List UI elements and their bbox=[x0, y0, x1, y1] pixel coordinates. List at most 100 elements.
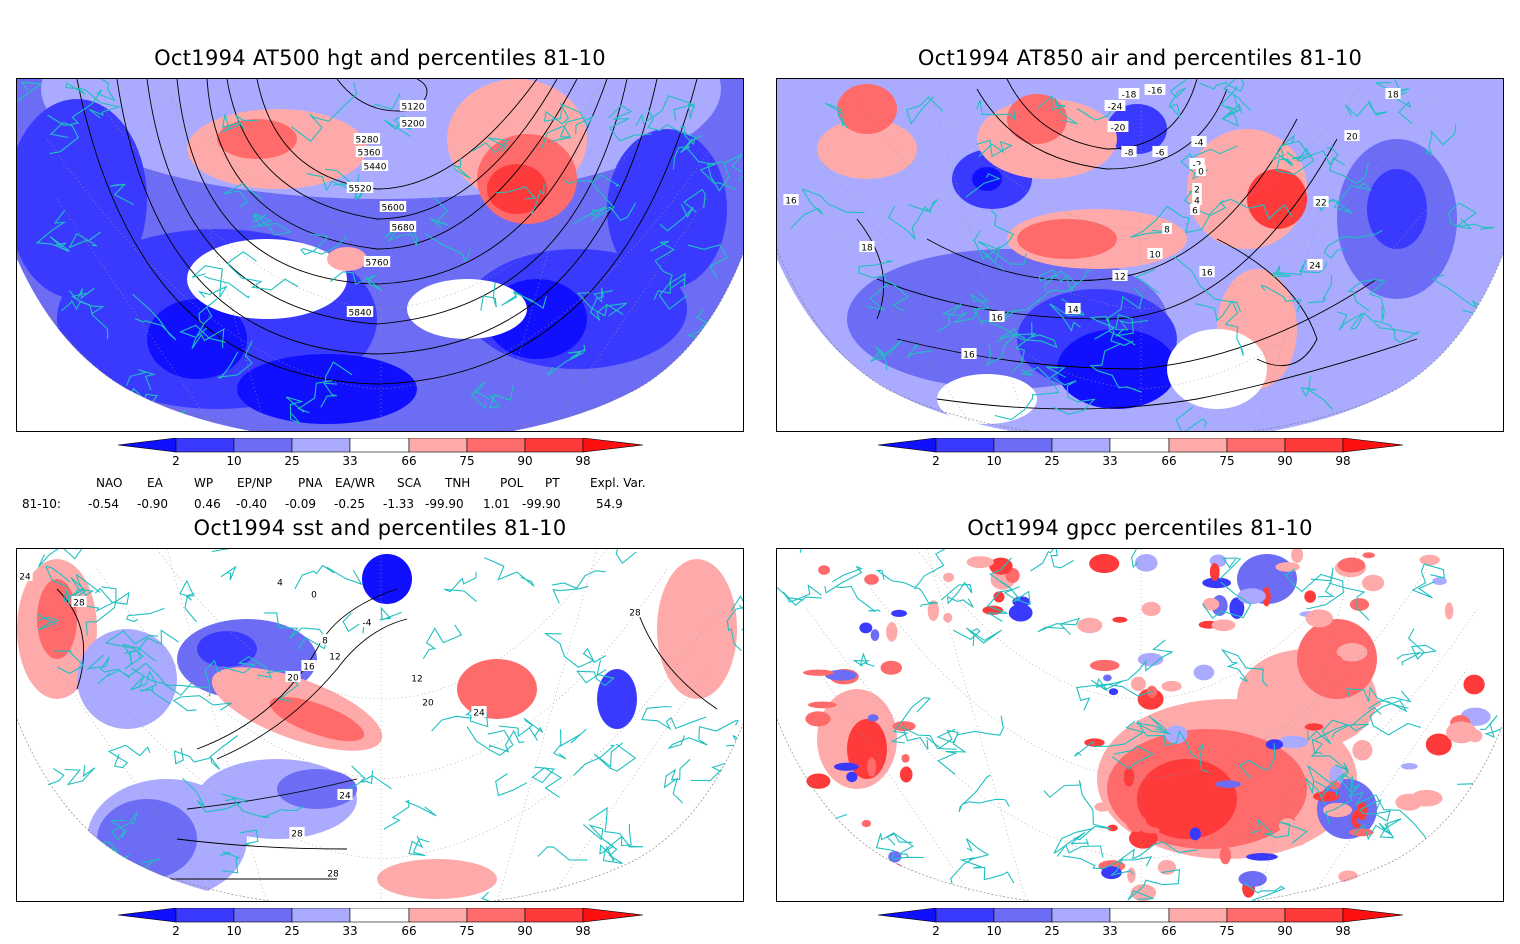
colorbar-tick-label: 75 bbox=[1219, 924, 1235, 938]
index-value: -99.90 bbox=[522, 497, 561, 511]
colorbar-graphic bbox=[877, 437, 1404, 453]
contour-label: 28 bbox=[327, 870, 339, 880]
index-value: -0.54 bbox=[88, 497, 120, 511]
index-name: EP/NP bbox=[237, 476, 273, 490]
map-panel-hgt500: 5120 5200 5280 5360 5440 5520 5600 5680 5760 5840 bbox=[16, 78, 744, 432]
panel-title-gpcc: Oct1994 gpcc percentiles 81-10 bbox=[967, 516, 1313, 540]
contour-label: -24 bbox=[1108, 103, 1123, 113]
colorbar-tick-label: 90 bbox=[517, 454, 533, 468]
contour-label: 0 bbox=[311, 591, 317, 601]
contour-label: 18 bbox=[1387, 91, 1399, 101]
contour-label: 22 bbox=[1315, 199, 1326, 209]
colorbar-tick-label: 10 bbox=[986, 924, 1002, 938]
colorbar-tick-label: 98 bbox=[1335, 454, 1351, 468]
index-name: PNA bbox=[298, 476, 323, 490]
colorbar-tick-label: 2 bbox=[172, 454, 180, 468]
map-panel-air850: -18-16-24-20-4-8-6-202468101216182022241… bbox=[776, 78, 1504, 432]
index-value: -0.90 bbox=[137, 497, 169, 511]
colorbar-tick-label: 98 bbox=[575, 454, 591, 468]
index-name: Expl. Var. bbox=[590, 476, 646, 490]
panel-title-hgt500: Oct1994 AT500 hgt and percentiles 81-10 bbox=[154, 46, 606, 70]
contour-label: 6 bbox=[1192, 207, 1198, 217]
map-panel-gpcc bbox=[776, 548, 1504, 902]
contour-label: 10 bbox=[1149, 251, 1161, 261]
colorbar-tick-label: 25 bbox=[284, 454, 300, 468]
contour-label: 12 bbox=[329, 653, 340, 663]
contour-label: 24 bbox=[473, 709, 485, 719]
contour-label: -4 bbox=[1195, 139, 1204, 149]
colorbar-tick-label: 2 bbox=[932, 924, 940, 938]
colorbar-tick-label: 66 bbox=[1161, 924, 1177, 938]
colorbar-tick-label: 33 bbox=[342, 454, 358, 468]
colorbar-graphic bbox=[117, 437, 644, 453]
contour-label: 5440 bbox=[364, 163, 387, 173]
contour-label: 5120 bbox=[402, 103, 425, 113]
map-air850: -18-16-24-20-4-8-6-202468101216182022241… bbox=[777, 79, 1503, 431]
colorbar-tick-label: 33 bbox=[342, 924, 358, 938]
index-name: WP bbox=[194, 476, 214, 490]
colorbar-tick-label: 66 bbox=[401, 924, 417, 938]
colorbar-tick-label: 90 bbox=[1277, 924, 1293, 938]
colorbar-gpcc: 2 10 25 33 66 75 90 98 bbox=[877, 907, 1404, 940]
contour-label: 8 bbox=[1164, 226, 1170, 236]
colorbar-tick-label: 66 bbox=[401, 454, 417, 468]
map-panel-sst: 24 28 4 0 -4 8 12 16 20 12 20 24 28 24 28 28 bbox=[16, 548, 744, 902]
colorbar-air850: 2 10 25 33 66 75 90 98 bbox=[877, 437, 1404, 470]
contour-label: 20 bbox=[422, 699, 434, 709]
contour-label: 24 bbox=[339, 792, 351, 802]
contour-label: 28 bbox=[629, 609, 641, 619]
colorbar-tick-label: 2 bbox=[172, 924, 180, 938]
colorbar-tick-label: 75 bbox=[459, 454, 475, 468]
colorbar-tick-label: 33 bbox=[1102, 924, 1118, 938]
contour-label: 12 bbox=[411, 675, 422, 685]
index-name: EA bbox=[147, 476, 163, 490]
contour-label: -8 bbox=[1125, 149, 1134, 159]
colorbar-graphic bbox=[117, 907, 644, 923]
colorbar-tick-label: 10 bbox=[986, 454, 1002, 468]
index-value: -0.25 bbox=[334, 497, 366, 511]
contour-label: 5760 bbox=[366, 259, 389, 269]
contour-label: -18 bbox=[1122, 91, 1137, 101]
contour-label: 5680 bbox=[392, 224, 415, 234]
colorbar-graphic bbox=[877, 907, 1404, 923]
index-value: -0.40 bbox=[236, 497, 268, 511]
contour-label: -20 bbox=[1111, 124, 1126, 134]
colorbar-tick-label: 25 bbox=[1044, 454, 1060, 468]
teleconnection-indices: 81-10: NAO -0.54 EA -0.90 WP 0.46 EP/NP … bbox=[0, 476, 760, 516]
index-name: PT bbox=[545, 476, 560, 490]
colorbar-tick-label: 25 bbox=[1044, 924, 1060, 938]
colorbar-tick-label: 90 bbox=[1277, 454, 1293, 468]
contour-label: 5600 bbox=[382, 204, 405, 214]
contour-label: 16 bbox=[303, 663, 315, 673]
contour-label: 24 bbox=[1309, 262, 1321, 272]
colorbar-tick-label: 2 bbox=[932, 454, 940, 468]
contour-label: 12 bbox=[1114, 273, 1125, 283]
contour-label: 16 bbox=[785, 197, 797, 207]
colorbar-tick-label: 98 bbox=[575, 924, 591, 938]
panel-title-sst: Oct1994 sst and percentiles 81-10 bbox=[193, 516, 567, 540]
colorbar-tick-label: 25 bbox=[284, 924, 300, 938]
contour-label: -16 bbox=[1148, 87, 1163, 97]
contour-label: 0 bbox=[1198, 168, 1204, 178]
contour-label: 5200 bbox=[402, 120, 425, 130]
contour-label: 5280 bbox=[356, 136, 379, 146]
index-name: EA/WR bbox=[335, 476, 376, 490]
contour-label: 16 bbox=[1201, 269, 1213, 279]
contour-label: 5520 bbox=[349, 185, 372, 195]
coastlines bbox=[35, 549, 743, 901]
contour-label: 28 bbox=[73, 599, 85, 609]
contour-label: 5840 bbox=[349, 309, 372, 319]
contour-label: 16 bbox=[991, 314, 1003, 324]
index-name: POL bbox=[500, 476, 524, 490]
index-value: 0.46 bbox=[194, 497, 221, 511]
colorbar-hgt500: 2 10 25 33 66 75 90 98 bbox=[117, 437, 644, 470]
index-value: 1.01 bbox=[483, 497, 510, 511]
index-value: -1.33 bbox=[383, 497, 415, 511]
colorbar-tick-label: 33 bbox=[1102, 454, 1118, 468]
index-name: TNH bbox=[445, 476, 471, 490]
contour-label: 24 bbox=[19, 573, 31, 583]
contour-label: 2 bbox=[1194, 186, 1200, 196]
colorbar-tick-label: 66 bbox=[1161, 454, 1177, 468]
colorbar-tick-label: 75 bbox=[1219, 454, 1235, 468]
